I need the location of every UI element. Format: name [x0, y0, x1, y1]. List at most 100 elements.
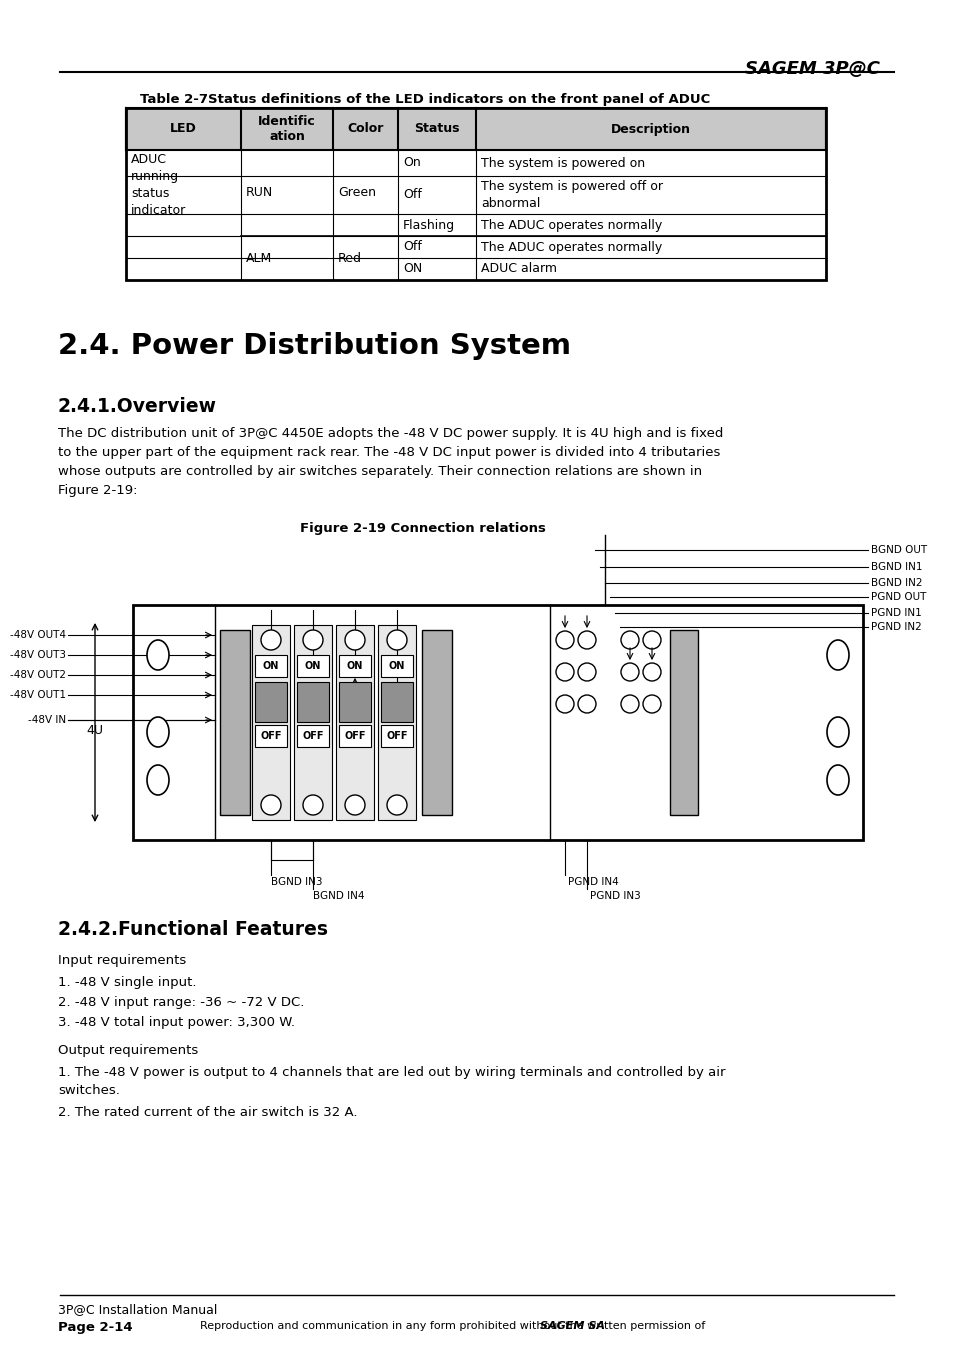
- Bar: [338, 682, 371, 721]
- Text: 1. -48 V single input.: 1. -48 V single input.: [58, 975, 196, 989]
- Circle shape: [642, 631, 660, 648]
- Text: 4U: 4U: [87, 724, 103, 738]
- Bar: [338, 655, 371, 677]
- Bar: [380, 725, 413, 747]
- Text: OFF: OFF: [302, 731, 323, 740]
- Circle shape: [303, 794, 323, 815]
- Text: BGND IN4: BGND IN4: [313, 892, 364, 901]
- Text: Input requirements: Input requirements: [58, 954, 186, 967]
- Text: PGND IN2: PGND IN2: [870, 621, 921, 632]
- Text: OFF: OFF: [260, 731, 281, 740]
- Bar: [132, 605, 862, 840]
- Text: -48V OUT4: -48V OUT4: [10, 630, 66, 640]
- Text: ON: ON: [262, 661, 279, 671]
- Circle shape: [387, 794, 407, 815]
- Text: BGND IN1: BGND IN1: [870, 562, 922, 571]
- Bar: [377, 626, 416, 820]
- Text: The system is powered off or
abnormal: The system is powered off or abnormal: [480, 180, 662, 209]
- Text: ADUC alarm: ADUC alarm: [480, 262, 557, 276]
- Bar: [380, 682, 413, 721]
- Ellipse shape: [147, 640, 169, 670]
- Text: Table 2-7Status definitions of the LED indicators on the front panel of ADUC: Table 2-7Status definitions of the LED i…: [140, 93, 709, 105]
- Text: ON: ON: [402, 262, 422, 276]
- Text: Flashing: Flashing: [402, 219, 455, 231]
- Text: The system is powered on: The system is powered on: [480, 157, 644, 169]
- Bar: [338, 725, 371, 747]
- Bar: [220, 630, 250, 815]
- Text: Green: Green: [337, 186, 375, 200]
- Text: RUN: RUN: [246, 186, 273, 200]
- Text: LED: LED: [170, 123, 196, 135]
- Text: Red: Red: [337, 251, 361, 265]
- Circle shape: [620, 663, 639, 681]
- Ellipse shape: [826, 640, 848, 670]
- Text: SAGEM 3P@C: SAGEM 3P@C: [744, 59, 879, 78]
- Circle shape: [556, 631, 574, 648]
- Text: SAGEM SA: SAGEM SA: [539, 1321, 604, 1331]
- Ellipse shape: [147, 717, 169, 747]
- Circle shape: [303, 630, 323, 650]
- Bar: [252, 626, 290, 820]
- Bar: [126, 258, 825, 280]
- Text: switches.: switches.: [58, 1084, 120, 1097]
- Text: BGND IN3: BGND IN3: [271, 877, 322, 888]
- Circle shape: [556, 694, 574, 713]
- Text: Output requirements: Output requirements: [58, 1044, 198, 1056]
- Text: 3. -48 V total input power: 3,300 W.: 3. -48 V total input power: 3,300 W.: [58, 1016, 294, 1029]
- Bar: [296, 725, 329, 747]
- Circle shape: [642, 663, 660, 681]
- Text: The DC distribution unit of 3P@C 4450E adopts the -48 V DC power supply. It is 4: The DC distribution unit of 3P@C 4450E a…: [58, 427, 722, 497]
- Text: 2. -48 V input range: -36 ~ -72 V DC.: 2. -48 V input range: -36 ~ -72 V DC.: [58, 996, 304, 1009]
- Text: PGND IN1: PGND IN1: [870, 608, 921, 617]
- Text: On: On: [402, 157, 420, 169]
- Text: 1. The -48 V power is output to 4 channels that are led out by wiring terminals : 1. The -48 V power is output to 4 channe…: [58, 1066, 724, 1079]
- Text: 3P@C Installation Manual: 3P@C Installation Manual: [58, 1302, 217, 1316]
- Text: Off: Off: [402, 189, 421, 201]
- Text: Color: Color: [347, 123, 383, 135]
- Text: -48V IN: -48V IN: [28, 715, 66, 725]
- Text: Figure 2-19 Connection relations: Figure 2-19 Connection relations: [299, 521, 545, 535]
- Bar: [126, 108, 825, 150]
- Bar: [669, 630, 698, 815]
- Text: PGND OUT: PGND OUT: [870, 592, 925, 603]
- Text: BGND IN2: BGND IN2: [870, 578, 922, 588]
- Bar: [126, 236, 825, 258]
- Ellipse shape: [147, 765, 169, 794]
- Text: The ADUC operates normally: The ADUC operates normally: [480, 219, 661, 231]
- Circle shape: [261, 630, 281, 650]
- Bar: [126, 108, 825, 280]
- Circle shape: [620, 631, 639, 648]
- Bar: [294, 626, 332, 820]
- Bar: [126, 213, 825, 236]
- Text: ON: ON: [305, 661, 321, 671]
- Circle shape: [578, 631, 596, 648]
- Text: 2.4.1.Overview: 2.4.1.Overview: [58, 397, 216, 416]
- Bar: [126, 176, 825, 213]
- Text: -48V OUT1: -48V OUT1: [10, 690, 66, 700]
- Text: OFF: OFF: [386, 731, 407, 740]
- Text: PGND IN3: PGND IN3: [589, 892, 640, 901]
- Text: ON: ON: [389, 661, 405, 671]
- Text: OFF: OFF: [344, 731, 365, 740]
- Circle shape: [578, 694, 596, 713]
- Text: 2.4.2.Functional Features: 2.4.2.Functional Features: [58, 920, 328, 939]
- Text: -48V OUT3: -48V OUT3: [10, 650, 66, 661]
- Circle shape: [620, 694, 639, 713]
- Text: ADUC
running
status
indicator: ADUC running status indicator: [131, 153, 186, 218]
- Text: 2. The rated current of the air switch is 32 A.: 2. The rated current of the air switch i…: [58, 1106, 357, 1119]
- Circle shape: [345, 630, 365, 650]
- Bar: [380, 655, 413, 677]
- Bar: [254, 655, 287, 677]
- Text: 2.4. Power Distribution System: 2.4. Power Distribution System: [58, 332, 571, 359]
- Bar: [296, 655, 329, 677]
- Text: Status: Status: [414, 123, 459, 135]
- Circle shape: [387, 630, 407, 650]
- Text: PGND IN4: PGND IN4: [567, 877, 618, 888]
- Text: Description: Description: [610, 123, 690, 135]
- Text: ALM: ALM: [246, 251, 272, 265]
- Bar: [335, 626, 374, 820]
- Bar: [254, 682, 287, 721]
- Text: ON: ON: [347, 661, 363, 671]
- Circle shape: [578, 663, 596, 681]
- Text: Reproduction and communication in any form prohibited without the written permis: Reproduction and communication in any fo…: [200, 1321, 708, 1331]
